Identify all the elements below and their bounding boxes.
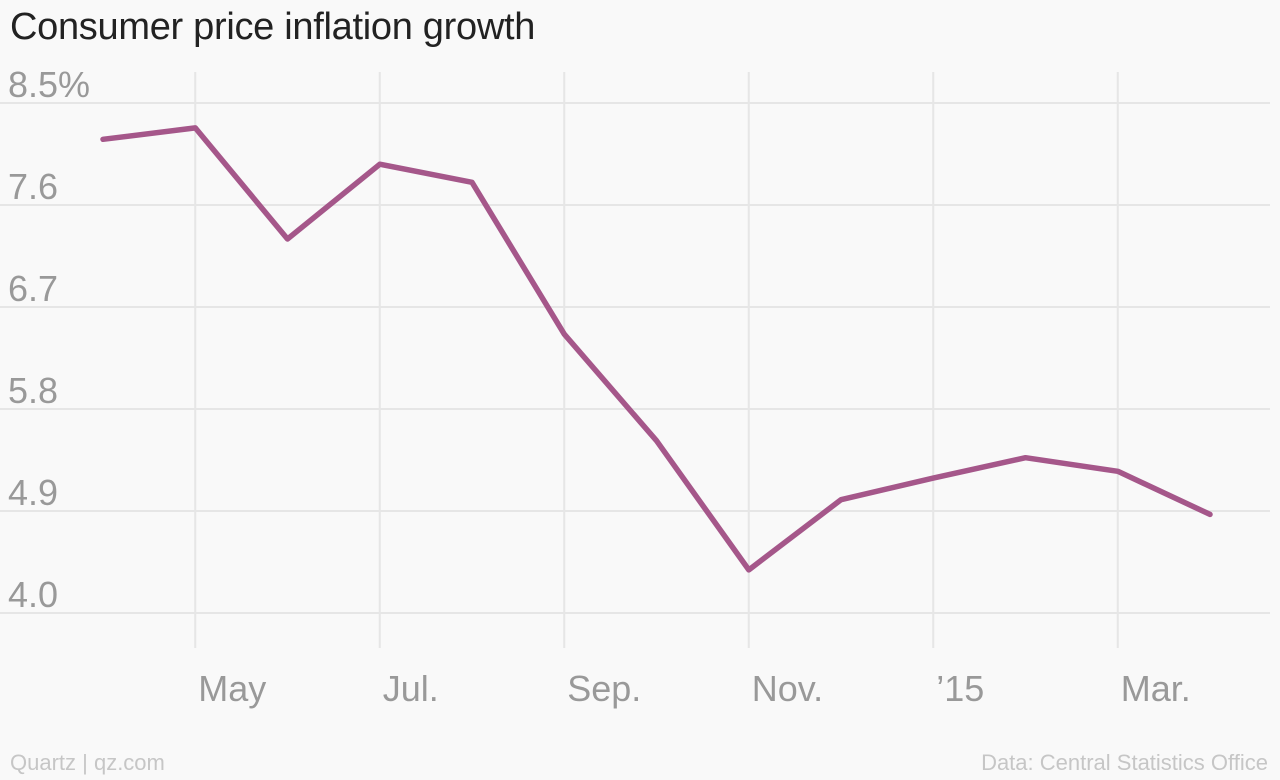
y-axis-ticks: 8.5% 7.6 6.7 5.8 4.9 4.0 bbox=[8, 64, 90, 615]
x-tick-label: Jul. bbox=[383, 668, 439, 709]
x-tick-label: Mar. bbox=[1121, 668, 1191, 709]
x-tick-label: ’15 bbox=[936, 668, 984, 709]
x-tick-label: Nov. bbox=[752, 668, 823, 709]
y-tick-label: 7.6 bbox=[8, 166, 58, 207]
y-tick-label: 4.9 bbox=[8, 472, 58, 513]
series-layer bbox=[100, 125, 1213, 573]
x-tick-label: Sep. bbox=[567, 668, 641, 709]
y-tick-label: 8.5% bbox=[8, 64, 90, 105]
chart-title: Consumer price inflation growth bbox=[10, 6, 536, 48]
series-line bbox=[100, 125, 1213, 573]
footer-source: Data: Central Statistics Office bbox=[981, 750, 1268, 775]
y-tick-label: 5.8 bbox=[8, 370, 58, 411]
gridlines bbox=[0, 72, 1270, 648]
x-tick-label: May bbox=[198, 668, 266, 709]
y-tick-label: 6.7 bbox=[8, 268, 58, 309]
y-tick-label: 4.0 bbox=[8, 574, 58, 615]
footer-credit: Quartz | qz.com bbox=[10, 750, 165, 775]
x-axis-ticks: May Jul. Sep. Nov. ’15 Mar. bbox=[198, 668, 1191, 709]
